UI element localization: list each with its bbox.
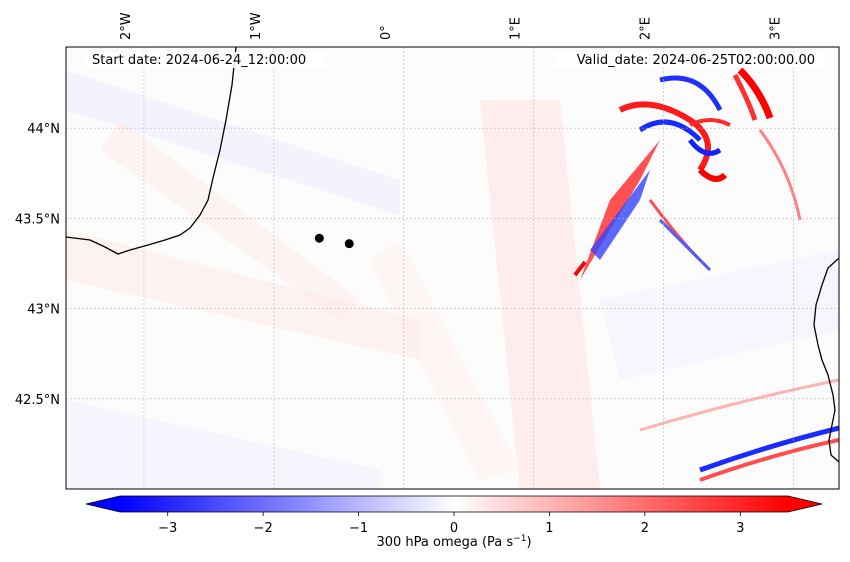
field-streak [688,138,722,156]
field-streak [658,218,712,272]
start-label-bg [86,52,326,68]
colorbar-ticks: −3 −2 −1 0 1 2 3 [158,512,744,536]
valid-date-label: Valid_date: 2024-06-25T02:00:00.00 [577,53,815,68]
coastline-bay-of-biscay [66,47,237,255]
lon-tick-label: 2°W [119,12,134,40]
field-streak [590,170,650,260]
start-date-label: Start date: 2024-06-24_12:00:00 [92,53,306,68]
omega-field [66,67,839,489]
field-streak [659,75,723,112]
field-streak [689,118,731,127]
colorbar-outline [85,495,823,513]
field-band [100,120,360,320]
field-streak [732,73,758,121]
colorbar-label-suffix: ) [526,535,531,550]
field-streak [737,67,774,120]
graticule [66,47,839,489]
field-streak [699,425,839,473]
lon-tick-label: 1°E [509,17,524,40]
colorbar-label: 300 hPa omega (Pa s−1) [376,534,531,550]
colorbar-extend-min [86,496,120,512]
field-band [66,70,400,215]
colorbar-gradient [120,496,788,512]
colorbar-tick-label: 2 [641,521,649,536]
point-1-marker [314,233,324,243]
field-band [600,250,839,380]
colorbar-tick-label: 0 [450,521,458,536]
lat-tick-label: 43°N [27,303,60,318]
colorbar-tick-label: 3 [736,521,744,536]
colorbar: −3 −2 −1 0 1 2 3 300 hPa omega (Pa s−1) [85,495,823,550]
colorbar-tick-label: 1 [545,521,553,536]
colorbar-extend-max [788,496,822,512]
field-streak [638,119,702,142]
field-streak [639,378,839,432]
map-frame [65,46,840,490]
lon-tick-label: 1°W [249,12,264,40]
colorbar-label-superscript: −1 [513,534,526,544]
lon-tick-label: 0° [379,25,394,40]
longitude-tick-labels: 2°W 1°W 0° 1°E 2°E 3°E [119,12,784,40]
coastline-gulf-of-lion [813,257,839,463]
lat-tick-label: 44°N [27,122,60,137]
field-band [480,100,600,489]
lon-tick-label: 2°E [639,17,654,40]
field-streak [697,167,728,182]
field-band [66,230,420,360]
field-band [370,240,520,480]
colorbar-label-main: 300 hPa omega (Pa s [376,535,513,550]
point-markers [314,233,354,249]
point-2-marker [344,239,354,249]
map-panel[interactable]: Start date: 2024-06-24_12:00:00 Valid_da… [65,46,840,490]
lon-tick-label: 3°E [769,17,784,40]
field-band [66,400,380,489]
valid-label-bg [554,52,824,68]
coastlines [66,47,839,463]
field-streak [573,260,587,277]
colorbar-tick-label: −2 [254,521,273,536]
field-streak [758,129,802,221]
colorbar-tick-label: −1 [349,521,368,536]
field-streak [699,438,839,482]
lat-tick-label: 43.5°N [15,212,60,227]
colorbar-tick-label: −3 [158,521,177,536]
lat-tick-label: 42.5°N [15,393,60,408]
latitude-tick-labels: 44°N 43.5°N 43°N 42.5°N [15,122,60,408]
